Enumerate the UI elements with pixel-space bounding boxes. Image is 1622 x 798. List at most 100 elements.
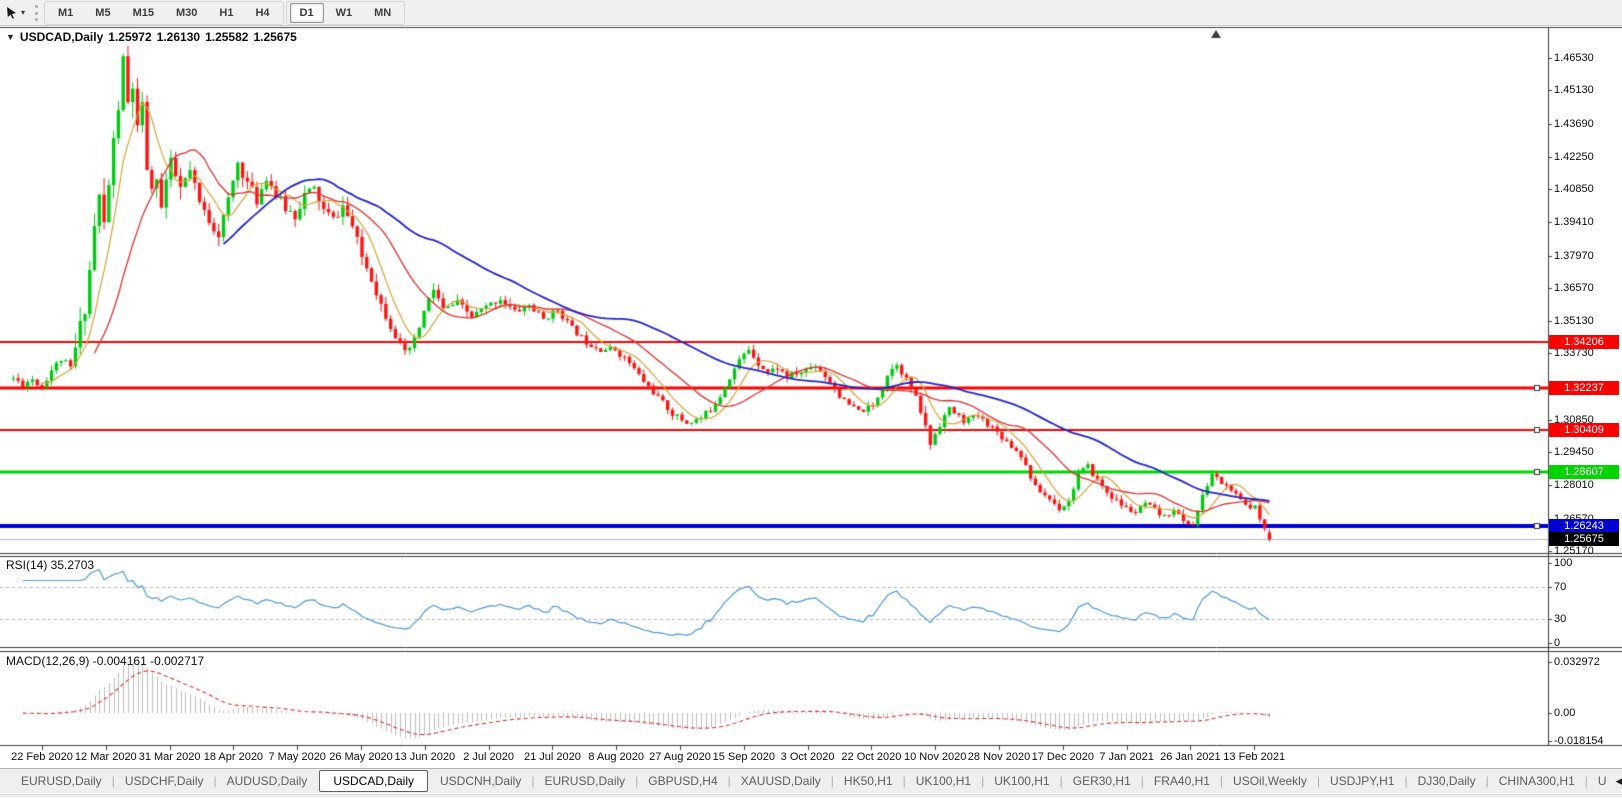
symbol-tab-USDJPY-H1[interactable]: USDJPY,H1 <box>1329 774 1395 788</box>
symbol-tab-USDCNH-Daily[interactable]: USDCNH,Daily <box>440 774 522 788</box>
tab-separator: | <box>111 774 115 788</box>
date-label: 28 Nov 2020 <box>967 751 1031 763</box>
timeframe-button-W1[interactable]: W1 <box>326 3 363 23</box>
cursor-tool-icon[interactable] <box>5 6 18 19</box>
date-label: 22 Feb 2020 <box>11 751 73 763</box>
timeframe-button-H4[interactable]: H4 <box>245 3 279 23</box>
timeframe-group: D1 W1 MN <box>285 0 406 25</box>
macd-scale-label: 0.00 <box>1554 707 1576 719</box>
tab-separator: | <box>635 774 639 788</box>
symbol-tab-XAUUSD-Daily[interactable]: XAUUSD,Daily <box>740 774 821 788</box>
macd-scale-label: 0.032972 <box>1554 656 1600 669</box>
date-label: 13 Feb 2021 <box>1223 751 1286 763</box>
price-tick-label: 1.30850 <box>1554 413 1594 426</box>
timeframe-button-M1[interactable]: M1 <box>48 3 83 23</box>
price-tick-label: 1.37970 <box>1554 249 1594 262</box>
price-level-label[interactable]: 1.30409 <box>1549 423 1619 438</box>
date-label: 22 Oct 2020 <box>841 751 902 763</box>
symbol-tab-bar: EURUSD,Daily | USDCHF,Daily | AUDUSD,Daily US… <box>0 768 1622 793</box>
price-tick-label: 1.39410 <box>1554 216 1594 229</box>
price-tick-label: 1.29450 <box>1554 446 1594 459</box>
cursor-tool-dropdown-icon[interactable]: ▾ <box>21 7 26 17</box>
rsi-pane-label: RSI(14) 35.2703 <box>6 558 95 572</box>
timeframe-button-M15[interactable]: M15 <box>123 3 164 23</box>
date-label: 7 Jan 2021 <box>1099 751 1154 763</box>
price-tick-label: 1.43690 <box>1554 117 1594 130</box>
price-tick-label: 1.45130 <box>1554 84 1594 97</box>
ohlc-close-value: 1.25675 <box>253 30 297 44</box>
symbol-tab-DJ30-Daily[interactable]: DJ30,Daily <box>1417 774 1476 788</box>
date-label: 12 Mar 2020 <box>74 751 137 763</box>
macd-scale-label: -0.018154 <box>1554 735 1604 748</box>
date-label: 27 Aug 2020 <box>649 751 711 763</box>
price-level-label[interactable]: 1.28607 <box>1549 464 1619 479</box>
timeframe-toolbar: M1 M5 M15 M30 H1 H4 D1 W1 MN <box>44 0 406 25</box>
chart-header: ▼ USDCAD,Daily 1.25972 1.26130 1.25582 1… <box>6 30 297 44</box>
symbol-tab-EURUSD-Daily[interactable]: EURUSD,Daily <box>544 774 626 788</box>
tab-separator: | <box>902 774 906 788</box>
date-label: 18 Apr 2020 <box>203 751 264 763</box>
date-label: 7 May 2020 <box>268 751 326 763</box>
tab-separator: | <box>981 774 985 788</box>
ohlc-low-value: 1.25582 <box>205 30 249 44</box>
date-label: 15 Sep 2020 <box>712 751 775 763</box>
symbol-tab-U[interactable]: U <box>1597 774 1607 788</box>
collapse-header-icon[interactable]: ▼ <box>6 32 15 42</box>
rsi-scale-label: 70 <box>1554 581 1567 593</box>
rsi-scale-label: 0 <box>1554 637 1561 649</box>
price-level-label[interactable]: 1.34206 <box>1549 335 1619 350</box>
date-label: 17 Dec 2020 <box>1031 751 1094 763</box>
price-level-label[interactable]: 1.32237 <box>1549 380 1619 395</box>
symbol-tab-USDCAD-Daily[interactable]: USDCAD,Daily <box>319 770 428 792</box>
tab-scroll-left-icon[interactable]: ◀ <box>1615 775 1622 786</box>
date-label: 10 Nov 2020 <box>903 751 967 763</box>
price-level-label[interactable]: 1.26243 <box>1549 519 1619 534</box>
date-label: 26 Jan 2021 <box>1160 751 1221 763</box>
date-label: 31 Mar 2020 <box>138 751 201 763</box>
date-label: 3 Oct 2020 <box>780 751 835 763</box>
tab-separator: | <box>213 774 217 788</box>
timeframe-button-MN[interactable]: MN <box>364 3 401 23</box>
symbol-tab-HK50-H1[interactable]: HK50,H1 <box>843 774 893 788</box>
timeframe-button-H1[interactable]: H1 <box>209 3 243 23</box>
tab-separator: | <box>1316 774 1320 788</box>
price-tick-label: 1.36570 <box>1554 281 1594 294</box>
macd-pane-label: MACD(12,26,9) -0.004161 -0.002717 <box>6 654 205 668</box>
price-tick-label: 1.46530 <box>1554 52 1594 64</box>
tab-separator: | <box>1059 774 1063 788</box>
price-tick-label: 1.35130 <box>1554 315 1594 328</box>
price-tick-label: 1.25170 <box>1554 544 1594 557</box>
timeframe-button-M5[interactable]: M5 <box>85 3 120 23</box>
top-toolbar: ▾ M1 M5 M15 M30 H1 H4 D1 W1 MN <box>0 0 1622 26</box>
symbol-tab-UK100-H1[interactable]: UK100,H1 <box>915 774 972 788</box>
price-tick-label: 1.42250 <box>1554 150 1594 163</box>
symbol-tab-GBPUSD-H4[interactable]: GBPUSD,H4 <box>648 774 718 788</box>
symbol-tab-FRA40-H1[interactable]: FRA40,H1 <box>1153 774 1210 788</box>
date-label: 2 Jul 2020 <box>463 751 514 763</box>
current-price-label: 1.25675 <box>1549 532 1619 547</box>
timeframe-button-M30[interactable]: M30 <box>166 3 207 23</box>
ohlc-open-value: 1.25972 <box>108 30 152 44</box>
tab-separator: | <box>830 774 834 788</box>
price-tick-label: 1.40850 <box>1554 183 1594 196</box>
symbol-tab-GER30-H1[interactable]: GER30,H1 <box>1072 774 1131 788</box>
symbol-tab-CHINA300-H1[interactable]: CHINA300,H1 <box>1498 774 1575 788</box>
symbol-tab-USOil-Weekly[interactable]: USOil,Weekly <box>1233 774 1307 788</box>
chart-symbol-label: USDCAD,Daily <box>19 30 104 44</box>
date-label: 26 May 2020 <box>329 751 393 763</box>
tab-separator: | <box>1584 774 1588 788</box>
symbol-tab-UK100-H1[interactable]: UK100,H1 <box>994 774 1050 788</box>
ohlc-high-value: 1.26130 <box>156 30 201 44</box>
toolbar-drag-handle[interactable] <box>35 4 39 21</box>
tab-separator: | <box>531 774 535 788</box>
date-label: 8 Aug 2020 <box>588 751 645 763</box>
date-label: 13 Jun 2020 <box>394 751 456 763</box>
symbol-tab-EURUSD-Daily[interactable]: EURUSD,Daily <box>21 774 102 788</box>
price-tick-label: 1.33730 <box>1554 347 1594 360</box>
symbol-tab-AUDUSD-Daily[interactable]: AUDUSD,Daily <box>226 774 308 788</box>
symbol-tab-USDCHF-Daily[interactable]: USDCHF,Daily <box>124 774 204 788</box>
tab-separator: | <box>1140 774 1144 788</box>
timeframe-button-D1[interactable]: D1 <box>289 2 324 23</box>
